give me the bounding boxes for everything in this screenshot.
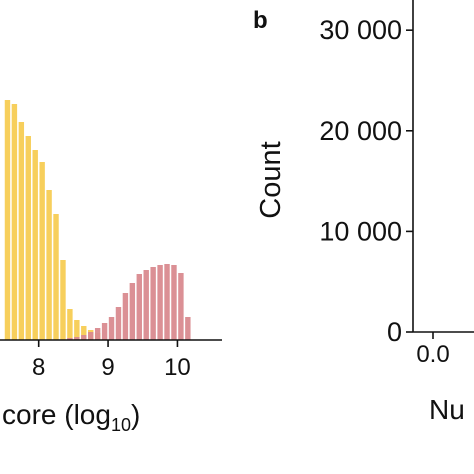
histogram-bar xyxy=(46,190,52,340)
histogram-bar xyxy=(81,335,87,340)
y-axis-ticks-b: 0 10 000 20 000 30 000 xyxy=(319,15,413,347)
histogram-bar xyxy=(67,309,73,340)
histogram-bar xyxy=(136,274,142,340)
histogram-bar xyxy=(53,214,59,340)
y-tick-label: 0 xyxy=(387,317,402,347)
y-axis-label-b: Count xyxy=(255,141,287,218)
y-tick-label: 20 000 xyxy=(319,116,402,146)
histogram-bar xyxy=(164,264,170,340)
histogram-bar xyxy=(122,293,129,340)
histogram-bar xyxy=(60,260,66,340)
histogram-bar xyxy=(67,338,73,340)
chart-panel-b: b Count 0 10 000 20 000 30 000 0.0 Nu xyxy=(253,0,474,425)
y-tick-label: 30 000 xyxy=(319,15,402,45)
x-axis-ticks-a: 8 9 10 xyxy=(32,340,191,381)
histogram-bar xyxy=(185,317,191,340)
histogram-bar xyxy=(115,307,122,340)
histogram-bar xyxy=(74,337,80,340)
histogram-bar xyxy=(81,326,87,340)
y-tick-label: 10 000 xyxy=(319,216,402,246)
histogram-bar xyxy=(178,273,184,340)
histogram-bars xyxy=(4,100,191,340)
histogram-panel-a: 8 9 10 core (log10) xyxy=(0,100,222,435)
histogram-bar xyxy=(18,122,25,340)
histogram-bar xyxy=(74,320,80,340)
x-tick-label: 8 xyxy=(32,354,45,381)
histogram-bar xyxy=(129,283,136,340)
histogram-bar xyxy=(32,150,38,340)
x-axis-label-a: core (log10) xyxy=(2,399,140,435)
histogram-bar xyxy=(94,328,101,340)
histogram-bar xyxy=(25,136,31,340)
histogram-bar xyxy=(11,104,18,340)
panel-label-b: b xyxy=(253,7,268,34)
histogram-bar xyxy=(101,323,108,340)
histogram-bar xyxy=(143,270,149,340)
x-axis-label-b: Nu xyxy=(429,394,465,425)
histogram-bar xyxy=(157,265,163,340)
histogram-bar xyxy=(150,267,156,340)
x-tick-label: 9 xyxy=(101,354,114,381)
histogram-bar xyxy=(108,317,115,340)
histogram-bar xyxy=(39,162,45,340)
histogram-bar xyxy=(4,100,11,340)
histogram-bar xyxy=(171,265,177,340)
x-tick-label: 10 xyxy=(164,354,191,381)
histogram-bar xyxy=(88,332,94,340)
x-tick-label-b: 0.0 xyxy=(416,341,449,368)
